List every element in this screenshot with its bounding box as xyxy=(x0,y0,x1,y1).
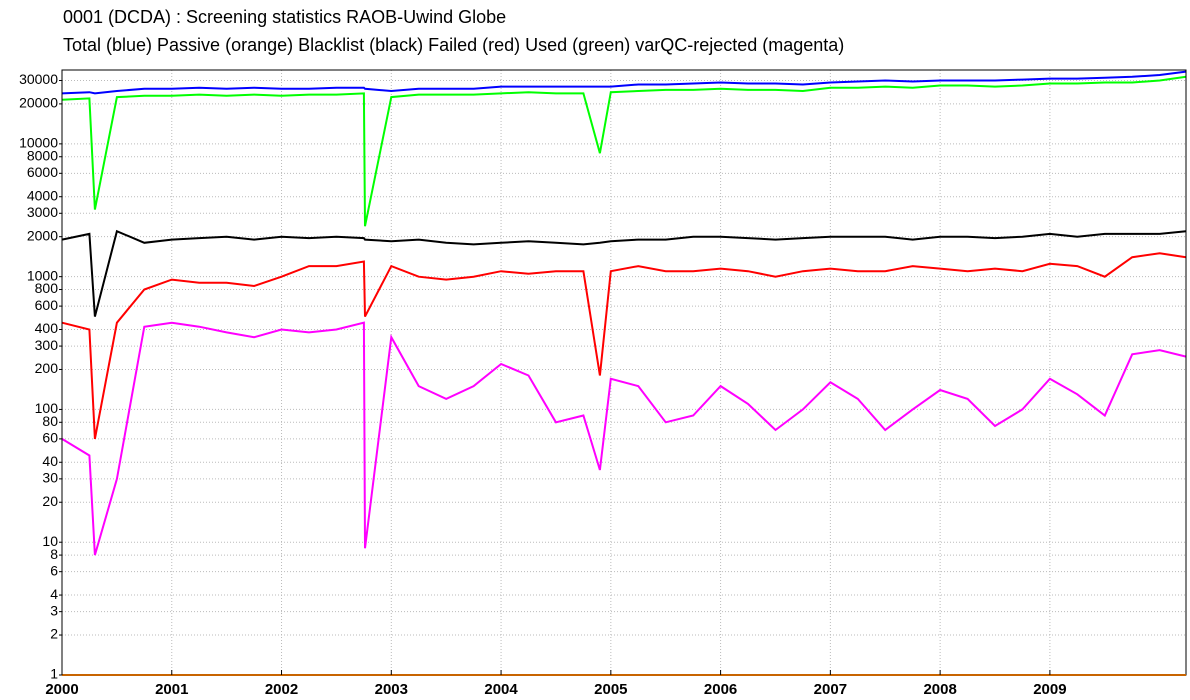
y-tick-label: 10000 xyxy=(19,135,58,151)
y-tick-label: 4000 xyxy=(27,187,58,203)
y-tick-label: 300 xyxy=(35,337,59,353)
chart-title: 0001 (DCDA) : Screening statistics RAOB-… xyxy=(63,7,506,27)
y-tick-label: 20 xyxy=(42,493,58,509)
x-tick-label: 2002 xyxy=(265,681,298,698)
y-tick-label: 400 xyxy=(35,320,59,336)
x-tick-label: 2003 xyxy=(375,681,408,698)
y-tick-label: 60 xyxy=(42,430,58,446)
y-tick-label: 6000 xyxy=(27,164,58,180)
series-line xyxy=(61,252,1187,440)
chart-subtitle: Total (blue) Passive (orange) Blacklist … xyxy=(63,35,844,55)
y-tick-label: 200 xyxy=(35,360,59,376)
y-tick-label: 2000 xyxy=(27,227,58,243)
y-tick-label: 3 xyxy=(50,602,58,618)
series-line xyxy=(61,70,1187,95)
y-tick-label: 8 xyxy=(50,546,58,562)
y-tick-label: 30 xyxy=(42,470,58,486)
x-tick-label: 2001 xyxy=(155,681,188,698)
y-tick-label: 4 xyxy=(50,586,58,602)
y-tick-label: 800 xyxy=(35,280,59,296)
series-line xyxy=(61,75,1187,227)
x-tick-label: 2006 xyxy=(704,681,737,698)
y-tick-label: 30000 xyxy=(19,71,58,87)
y-tick-label: 40 xyxy=(42,453,58,469)
y-tick-label: 8000 xyxy=(27,147,58,163)
x-tick-label: 2007 xyxy=(814,681,847,698)
x-tick-label: 2000 xyxy=(45,681,78,698)
series-line xyxy=(61,229,1187,317)
y-tick-label: 80 xyxy=(42,413,58,429)
y-tick-label: 2 xyxy=(50,626,58,642)
x-tick-label: 2004 xyxy=(484,681,518,698)
x-tick-label: 2008 xyxy=(923,681,956,698)
y-tick-label: 6 xyxy=(50,562,58,578)
series-line xyxy=(61,321,1187,556)
y-tick-label: 10 xyxy=(42,533,58,549)
x-tick-label: 2005 xyxy=(594,681,627,698)
y-tick-label: 20000 xyxy=(19,95,58,111)
y-tick-label: 600 xyxy=(35,297,59,313)
y-tick-label: 3000 xyxy=(27,204,58,220)
x-tick-label: 2009 xyxy=(1033,681,1066,698)
y-tick-label: 100 xyxy=(35,400,59,416)
plot-area xyxy=(61,70,1187,676)
y-tick-label: 1 xyxy=(50,666,58,682)
y-tick-label: 1000 xyxy=(27,267,58,283)
plot-frame xyxy=(61,69,1187,676)
